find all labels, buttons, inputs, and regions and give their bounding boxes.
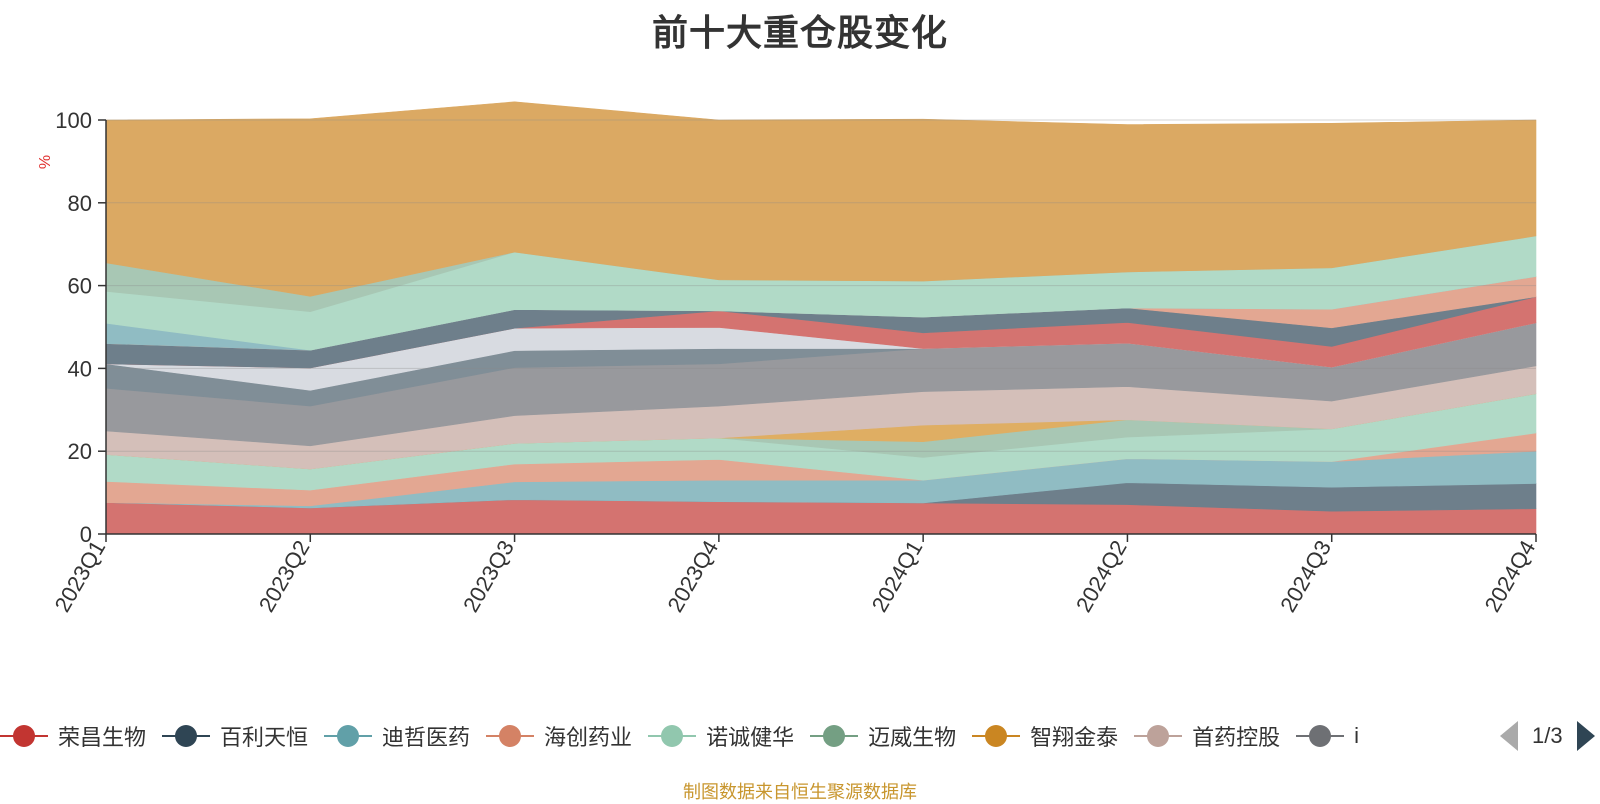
x-tick-label: 2024Q4 <box>1480 536 1541 616</box>
y-axis-label: % <box>37 155 54 169</box>
y-tick-label: 100 <box>55 108 92 133</box>
legend-marker-icon <box>1296 724 1345 748</box>
legend-label: 诺诚健华 <box>706 725 795 750</box>
legend-label: 智翔金泰 <box>1030 725 1119 750</box>
legend-prev-page-icon[interactable] <box>1500 721 1518 751</box>
legend-marker-icon <box>810 724 859 748</box>
legend-label: 首药控股 <box>1192 725 1281 750</box>
legend-label: i <box>1354 723 1360 748</box>
legend-item[interactable]: 首药控股 <box>1134 718 1280 754</box>
legend-item[interactable]: 百利天恒 <box>162 718 308 754</box>
legend-item[interactable]: 海创药业 <box>486 718 632 754</box>
x-tick-label: 2024Q1 <box>867 536 928 616</box>
grid-lines <box>106 119 1536 452</box>
legend-label: 海创药业 <box>544 725 633 750</box>
legend-page-info: 1/3 <box>1532 723 1563 748</box>
legend-marker-icon <box>1134 724 1183 748</box>
chart-title: 前十大重仓股变化 <box>651 12 948 53</box>
legend-label: 迪哲医药 <box>382 725 471 750</box>
legend-label: 迈威生物 <box>868 725 957 750</box>
legend-marker-icon <box>0 724 48 748</box>
y-tick-label: 20 <box>68 439 92 464</box>
legend-next-page-icon[interactable] <box>1576 721 1595 751</box>
legend-marker-icon <box>972 724 1021 748</box>
x-tick-label: 2024Q3 <box>1275 536 1336 616</box>
x-tick-label: 2023Q2 <box>254 536 315 616</box>
legend-item[interactable]: i <box>1296 718 1359 754</box>
y-tick-label: 0 <box>80 522 92 547</box>
x-tick-label: 2023Q3 <box>458 536 519 616</box>
legend-label: 荣昌生物 <box>58 725 147 750</box>
y-tick-label: 80 <box>68 191 92 216</box>
legend-item[interactable]: 迈威生物 <box>810 718 956 754</box>
legend-viewport: 荣昌生物 百利天恒 迪哲医药 海创药业 诺诚健华 迈威生物 智翔金泰 首药控股 i <box>0 718 1480 754</box>
area-layers <box>105 101 1537 535</box>
source-note: 制图数据来自恒生聚源数据库 <box>683 782 917 802</box>
legend-item[interactable]: 迪哲医药 <box>324 718 470 754</box>
x-tick-label: 2024Q2 <box>1071 536 1132 616</box>
legend-item[interactable]: 荣昌生物 <box>0 718 146 754</box>
legend-marker-icon <box>486 724 535 748</box>
y-tick-label: 40 <box>68 356 92 381</box>
x-tick-label: 2023Q1 <box>50 536 111 616</box>
legend: 荣昌生物 百利天恒 迪哲医药 海创药业 诺诚健华 迈威生物 智翔金泰 首药控股 i 1/3 <box>0 718 1600 754</box>
legend-pager: 1/3 <box>1500 718 1595 754</box>
legend-label: 百利天恒 <box>220 725 309 750</box>
legend-items: 荣昌生物 百利天恒 迪哲医药 海创药业 诺诚健华 迈威生物 智翔金泰 首药控股 i <box>0 718 1375 754</box>
legend-item[interactable]: 诺诚健华 <box>648 718 794 754</box>
area-series-18 <box>105 101 1537 297</box>
legend-marker-icon <box>324 724 373 748</box>
x-tick-label: 2023Q4 <box>662 536 723 616</box>
legend-marker-icon <box>162 724 211 748</box>
legend-item[interactable]: 智翔金泰 <box>972 718 1118 754</box>
stacked-area-chart: 0 20 40 60 80 100 2023Q1 2023Q2 2023Q3 2023Q4 2024… <box>37 101 1541 616</box>
y-tick-label: 60 <box>68 274 92 299</box>
legend-marker-icon <box>648 724 697 748</box>
